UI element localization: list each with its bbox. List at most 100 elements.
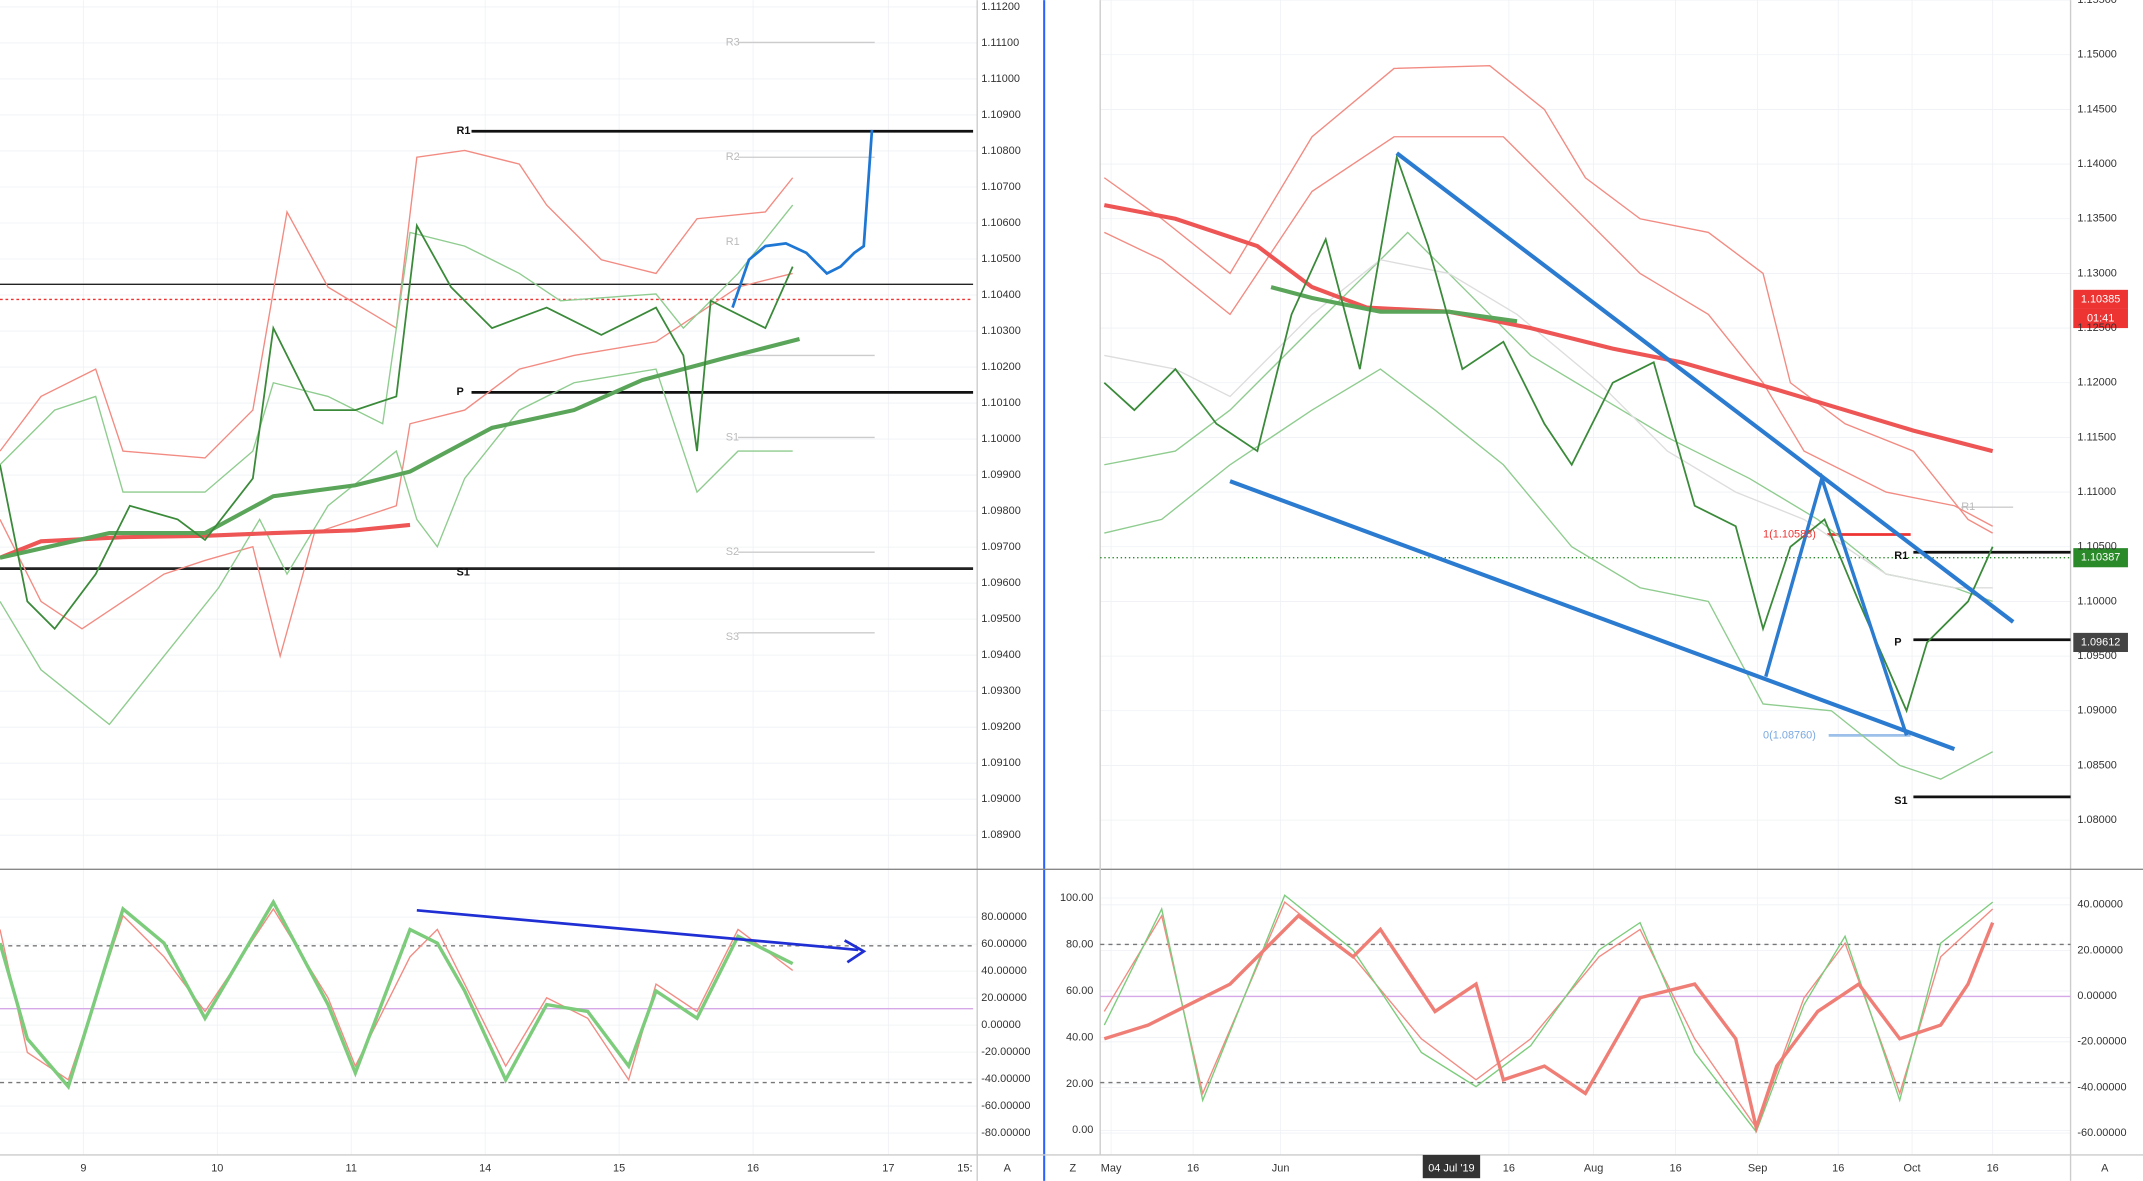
axis-label: 1.13500 (2077, 213, 2116, 225)
pivot-label: R2 (726, 151, 740, 163)
right-indicators (1100, 64, 2071, 799)
time-label: 9 (80, 1163, 86, 1175)
axis-label: 1.10000 (2077, 595, 2116, 607)
auto-button[interactable]: A (2101, 1163, 2109, 1175)
level-label: P (456, 386, 463, 398)
axis-label: 1.09300 (981, 685, 1020, 697)
time-label: 17 (882, 1163, 894, 1175)
time-label: Sep (1748, 1163, 1767, 1175)
axis-label: 1.09500 (981, 613, 1020, 625)
time-label: 04 Jul '19 (1428, 1163, 1474, 1175)
level-label: P (1894, 636, 1901, 648)
axis-label: 100.00 (1060, 892, 1093, 904)
axis-label: 1.08500 (2077, 759, 2116, 771)
axis-label: 1.10000 (981, 433, 1020, 445)
axis-label: -20.00000 (981, 1046, 1030, 1058)
axis-label: -60.00000 (2077, 1127, 2126, 1139)
time-label: 14 (479, 1163, 491, 1175)
grid (0, 0, 2071, 1155)
axis-label: 1.12500 (2077, 322, 2116, 334)
axis-label: 1.09000 (981, 793, 1020, 805)
pivot-label: R3 (726, 36, 740, 48)
axis-label: 1.11000 (981, 73, 1020, 85)
level-label: R1 (456, 125, 470, 137)
axis-label: 1.09500 (2077, 650, 2116, 662)
zoom-button[interactable]: Z (1070, 1163, 1077, 1175)
axis-label: 80.00000 (981, 911, 1027, 923)
axis-label: 80.00 (1066, 938, 1093, 950)
time-cursor-box (1422, 1154, 1481, 1179)
axis-label: 1.11200 (981, 1, 1020, 13)
axis-label: 1.10100 (981, 397, 1020, 409)
auto-button[interactable]: A (1004, 1163, 1012, 1175)
price-tag-box (2073, 548, 2128, 568)
axis-label: 1.10700 (981, 181, 1020, 193)
time-label: 16 (1670, 1163, 1682, 1175)
axis-label: 1.14500 (2077, 103, 2116, 115)
axis-label: 1.11500 (2077, 431, 2116, 443)
time-label: May (1101, 1163, 1122, 1175)
axis-label: 40.00000 (981, 965, 1027, 977)
axis-label: 1.15000 (2077, 49, 2116, 61)
axis-label: 1.10500 (981, 253, 1020, 265)
pivot-label: S3 (726, 631, 739, 643)
axis-label: 1.09000 (2077, 705, 2116, 717)
axis-label: -20.00000 (2077, 1036, 2126, 1048)
time-label: 16 (1187, 1163, 1199, 1175)
axis-label: 40.00 (1066, 1031, 1093, 1043)
time-label: Jun (1272, 1163, 1290, 1175)
time-label: 15 (613, 1163, 625, 1175)
axis-label: 1.10800 (981, 145, 1020, 157)
time-label: Aug (1584, 1163, 1603, 1175)
axis-label: 1.09200 (981, 721, 1020, 733)
axis-label: -60.00000 (981, 1100, 1030, 1112)
axis-label: 1.13000 (2077, 267, 2116, 279)
axis-label: 1.15500 (2077, 0, 2116, 6)
level-label: R1 (1894, 550, 1908, 562)
axis-label: 1.12000 (2077, 377, 2116, 389)
axis-label: 1.11000 (2077, 486, 2116, 498)
axis-label: 40.00000 (2077, 899, 2123, 911)
level-label: S1 (456, 567, 469, 579)
time-label: 16 (1987, 1163, 1999, 1175)
time-label: 16 (1832, 1163, 1844, 1175)
axis-label: -40.00000 (981, 1073, 1030, 1085)
pivot-label: R1 (1961, 501, 1975, 513)
axis-label: 20.00000 (981, 992, 1027, 1004)
countdown-box (2073, 308, 2128, 329)
axis-label: 1.10600 (981, 217, 1020, 229)
axis-label: 20.00000 (2077, 944, 2123, 956)
price-tag-box (2073, 632, 2128, 653)
left-indicators (0, 41, 974, 726)
time-label: 10 (211, 1163, 223, 1175)
price-tag: 1.10385 (2081, 293, 2120, 305)
pivot-label: R1 (726, 236, 740, 248)
axis-label: 1.11100 (981, 37, 1019, 49)
axis-label: 1.09900 (981, 469, 1020, 481)
axis-label: 1.10300 (981, 325, 1020, 337)
axis-label: 1.10900 (981, 109, 1020, 121)
time-label: 11 (346, 1163, 357, 1175)
axis-label: 1.09600 (981, 577, 1020, 589)
price-tag: 1.10387 (2081, 552, 2120, 564)
price-tag: 1.09612 (2081, 636, 2120, 648)
axis-label: 20.00 (1066, 1078, 1093, 1090)
axis-label: 1.09100 (981, 757, 1020, 769)
axis-label: 1.14000 (2077, 158, 2116, 170)
fib-label: 0(1.08760) (1763, 729, 1816, 741)
axis-label: 1.10500 (2077, 541, 2116, 553)
labels: 1.11200 1.11100 1.11000 1.10900 1.10800 1.107… (80, 0, 2126, 1175)
axis-label: 1.09400 (981, 649, 1020, 661)
time-label: 16 (1503, 1163, 1515, 1175)
axis-label: 60.00 (1066, 985, 1093, 997)
axis-label: 1.08000 (2077, 814, 2116, 826)
axis-label: 1.10400 (981, 289, 1020, 301)
axis-label: 0.00 (1072, 1124, 1093, 1136)
price-tag-box (2073, 289, 2128, 309)
axis-label: 0.00000 (2077, 990, 2116, 1002)
axis-label: 1.09800 (981, 505, 1020, 517)
level-label: S1 (1894, 795, 1907, 807)
axis-label: -80.00000 (981, 1127, 1030, 1139)
fib-label: 1(1.10588) (1763, 528, 1816, 540)
